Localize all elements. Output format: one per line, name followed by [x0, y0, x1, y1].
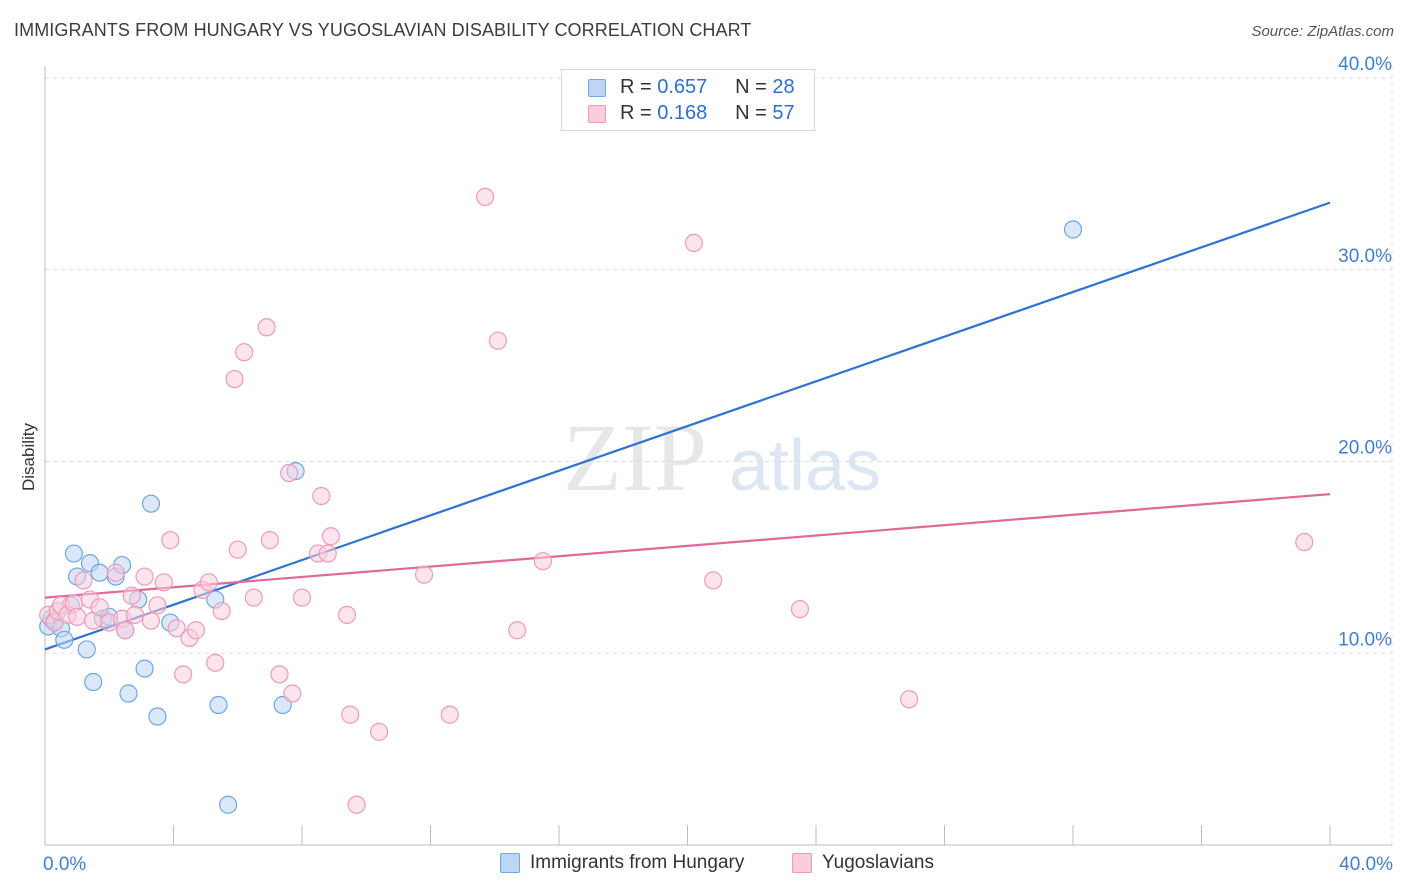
- hungary-point: [84, 672, 103, 692]
- yugoslavian-point: [283, 684, 302, 703]
- y-tick-label: 30.0%: [1338, 246, 1392, 267]
- yugoslavian-point: [174, 665, 193, 684]
- bottom-legend-swatch-hungary: [500, 853, 520, 873]
- legend-box: R = 0.657 N = 28 R = 0.168 N = 57: [561, 69, 815, 131]
- yugoslavian-point: [790, 600, 810, 619]
- yugoslavian-point: [370, 722, 389, 741]
- yugoslavian-point: [414, 565, 434, 584]
- yugoslavian-point: [186, 621, 206, 640]
- y-axis-label: Disability: [19, 422, 38, 491]
- yugoslavian-point: [704, 571, 723, 590]
- yugoslavian-point: [167, 619, 186, 638]
- hungary-point: [209, 695, 228, 715]
- legend-r-value: 0.657: [657, 76, 708, 98]
- axes: [44, 66, 1392, 846]
- yugoslavian-point: [337, 605, 357, 625]
- yugoslavian-point: [684, 233, 704, 253]
- x-tick-label: 0.0%: [43, 854, 86, 875]
- source-label: Source: ZipAtlas.com: [1251, 23, 1394, 40]
- yugoslavian-point: [321, 527, 341, 546]
- legend-r-label: R =: [620, 102, 652, 124]
- bottom-legend-label-hungary: Immigrants from Hungary: [530, 852, 745, 873]
- y-tick-label: 40.0%: [1338, 54, 1392, 75]
- yugoslavian-point: [212, 601, 231, 621]
- tick-labels: 10.0% 20.0% 30.0% 40.0% 0.0% 40.0%: [43, 54, 1393, 875]
- yugoslavian-point: [488, 331, 508, 350]
- trend-lines: [44, 201, 1331, 651]
- yugoslavian-point: [122, 586, 141, 605]
- y-tick-label: 10.0%: [1338, 629, 1392, 650]
- yugoslavian-point: [106, 563, 125, 582]
- yugoslavian-point: [292, 588, 312, 607]
- hungary-point: [64, 544, 84, 563]
- yugoslavian-point: [125, 605, 145, 625]
- yugoslavian-point: [508, 621, 527, 640]
- legend-r-label: R =: [620, 76, 652, 98]
- yugoslavian-point: [257, 318, 276, 337]
- yugoslavian-point: [199, 573, 218, 592]
- yugoslavian-point: [228, 540, 247, 559]
- legend-n-value: 28: [772, 76, 795, 98]
- legend-n-label: N =: [735, 102, 767, 124]
- y-tick-label: 20.0%: [1338, 438, 1392, 459]
- legend-n-value: 57: [772, 102, 795, 124]
- yugoslavian-point: [347, 795, 366, 814]
- watermark-atlas: atlas: [729, 426, 881, 506]
- yugoslavian-point: [141, 611, 161, 630]
- yugoslavian-trend-line: [44, 493, 1331, 599]
- yugoslavian-point: [533, 552, 553, 571]
- legend-r-value: 0.168: [657, 102, 708, 124]
- hungary-point: [90, 563, 109, 582]
- chart-title: IMMIGRANTS FROM HUNGARY VS YUGOSLAVIAN D…: [14, 20, 752, 40]
- yugoslavian-point: [1295, 532, 1314, 552]
- yugoslavian-point: [318, 544, 337, 563]
- yugoslavian-point: [154, 573, 173, 592]
- hungary-point: [55, 630, 74, 649]
- hungary-trend-line: [44, 201, 1331, 651]
- bottom-legend-label-yugoslavians: Yugoslavians: [822, 852, 934, 873]
- yugoslavian-point: [235, 343, 254, 362]
- yugoslavian-point: [270, 665, 289, 684]
- yugoslavian-point: [476, 187, 495, 206]
- yugoslavian-point: [280, 463, 299, 483]
- hungary-point: [219, 795, 238, 814]
- hungary-point: [148, 707, 167, 726]
- watermark-zip: ZIP: [563, 404, 707, 511]
- bottom-legend-swatch-yugoslavians: [792, 853, 812, 873]
- yugoslavian-point: [206, 653, 225, 672]
- legend-n-label: N =: [735, 76, 767, 98]
- yugoslavian-point: [148, 596, 167, 615]
- yugoslavian-point: [225, 369, 244, 389]
- yugoslavian-point: [90, 598, 109, 617]
- yugoslavian-point: [260, 531, 279, 550]
- yugoslavian-point: [135, 567, 154, 586]
- gridlines: [45, 66, 1393, 845]
- yugoslavian-point: [68, 607, 87, 626]
- hungary-point: [119, 684, 138, 703]
- yugoslavian-point: [116, 621, 135, 640]
- yugoslavian-point: [161, 531, 180, 550]
- hungary-point: [1063, 220, 1083, 239]
- yugoslavian-point: [312, 486, 331, 506]
- hungary-point: [77, 640, 96, 659]
- yugoslavian-point: [244, 588, 263, 607]
- legend-swatch-yugoslavians: [588, 105, 606, 123]
- yugoslavian-point: [900, 690, 919, 709]
- hungary-point: [141, 494, 161, 513]
- x-tick-label: 40.0%: [1339, 854, 1393, 875]
- legend-swatch-hungary: [588, 79, 606, 97]
- yugoslavian-point: [440, 705, 459, 724]
- data-points: [39, 187, 1314, 814]
- hungary-point: [135, 659, 154, 678]
- yugoslavian-point: [341, 705, 360, 724]
- yugoslavian-point: [74, 571, 93, 590]
